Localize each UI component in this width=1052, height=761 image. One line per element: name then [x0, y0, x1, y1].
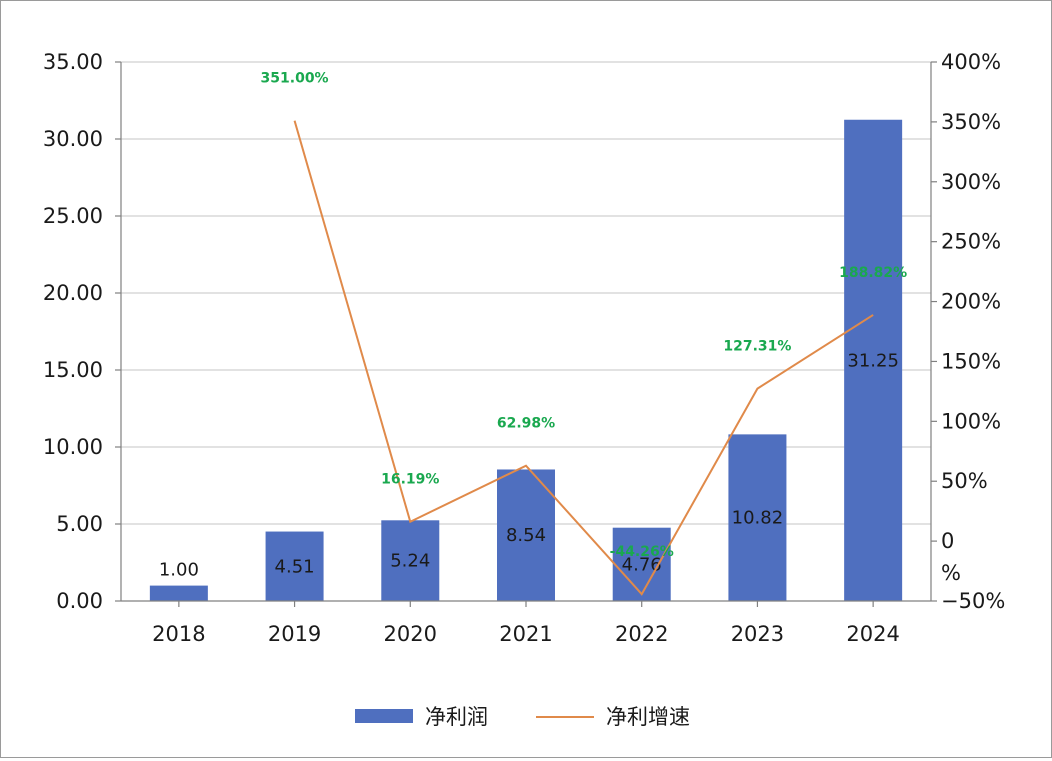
growth-line [293, 120, 874, 596]
growth-data-labels: 351.00% 16.19% 62.98% -44.26% 127.31% 188.82% [261, 71, 908, 560]
bar [381, 520, 440, 601]
y-right-tick-label: 300% [941, 170, 1001, 194]
y-right-tick-label: 0% [941, 529, 961, 585]
y-left-tick-label: 10.00 [43, 435, 103, 459]
growth-series-line [293, 120, 874, 596]
bar [265, 531, 324, 601]
growth-data-label: 16.19% [381, 472, 439, 488]
y-left-tick-label: 35.00 [43, 50, 103, 74]
x-tick-label: 2018 [152, 622, 205, 646]
y-right-tick-label-line: 400% [941, 50, 1001, 74]
x-tick-label: 2022 [615, 622, 668, 646]
bar-data-label: 8.54 [506, 525, 546, 546]
y-right-tick-label-line: 150% [941, 349, 1001, 373]
y-right-tick-label: −50% [941, 589, 1005, 613]
bar-data-label: 10.82 [732, 508, 784, 529]
y-right-tick-label: 250% [941, 230, 1001, 254]
y-left-tick-label: 30.00 [43, 127, 103, 151]
y-right-tick-label-line: 350% [941, 110, 1001, 134]
y-right-tick-label-line: −50% [941, 589, 1005, 613]
bar [728, 434, 787, 601]
y-right-tick-label-line: 100% [941, 409, 1001, 433]
x-tick-label: 2023 [731, 622, 784, 646]
x-tick-label: 2019 [268, 622, 321, 646]
x-tick-label: 2024 [846, 622, 899, 646]
bar-data-label: 1.00 [159, 560, 199, 581]
y-right-tick-label-line: 0 [941, 529, 954, 553]
growth-data-label: 188.82% [839, 265, 907, 281]
y-right-tick-label-line: 50% [941, 469, 988, 493]
growth-data-label: 62.98% [497, 416, 555, 432]
legend-label-line: 净利增速 [606, 705, 690, 729]
y-right-tick-label-line: % [941, 561, 961, 585]
y-left-tick-label: 5.00 [56, 512, 103, 536]
axes: 0.00 5.00 10.00 15.00 20.00 25.00 30.00 35.00 −5… [43, 50, 1005, 646]
y-left-tick-label: 15.00 [43, 358, 103, 382]
x-tick-label: 2020 [384, 622, 437, 646]
legend-swatch-bar [355, 709, 413, 723]
bar [149, 585, 208, 601]
bars [149, 119, 903, 601]
x-tick-label: 2021 [499, 622, 552, 646]
bar [844, 119, 903, 601]
y-right-tick-label-line: 300% [941, 170, 1001, 194]
growth-data-label: 351.00% [261, 71, 329, 87]
legend-label-bar: 净利润 [425, 705, 488, 729]
y-right-tick-label: 400% [941, 50, 1001, 74]
y-right-tick-label-line: 200% [941, 290, 1001, 314]
bar-data-label: 31.25 [847, 350, 899, 371]
y-left-tick-label: 25.00 [43, 204, 103, 228]
y-left-tick-label: 0.00 [56, 589, 103, 613]
bar-data-labels: 1.00 4.51 5.24 8.54 4.76 10.82 31.25 [159, 350, 899, 580]
y-right-tick-label: 200% [941, 290, 1001, 314]
y-right-tick-label: 350% [941, 110, 1001, 134]
y-right-tick-label: 150% [941, 349, 1001, 373]
bar [612, 527, 671, 601]
y-right-tick-label: 100% [941, 409, 1001, 433]
y-right-tick-label-line: 250% [941, 230, 1001, 254]
bar-data-label: 4.51 [275, 556, 315, 577]
growth-data-label: 127.31% [723, 339, 791, 355]
bar-data-label: 4.76 [622, 554, 662, 575]
bar-data-label: 5.24 [390, 551, 430, 572]
gridlines [121, 61, 931, 525]
y-right-tick-label: 50% [941, 469, 988, 493]
growth-data-label: -44.26% [610, 544, 674, 560]
legend: 净利润 净利增速 [355, 705, 690, 729]
bar [497, 469, 555, 601]
y-left-tick-label: 20.00 [43, 281, 103, 305]
